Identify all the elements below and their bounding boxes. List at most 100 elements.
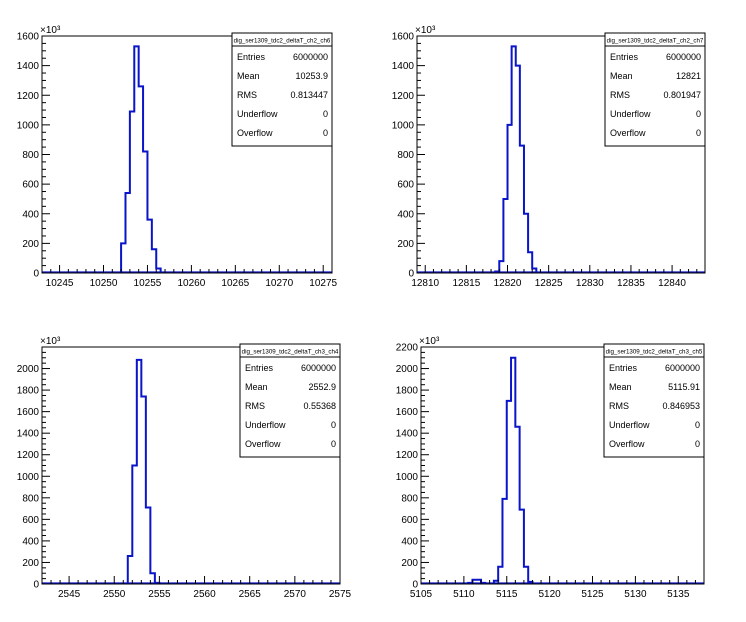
x-tick-label: 12820	[494, 278, 522, 289]
y-tick-label: 800	[397, 150, 414, 161]
x-tick-label: 10245	[46, 278, 74, 289]
y-tick-label: 0	[412, 580, 418, 591]
y-tick-label: 200	[397, 239, 414, 250]
x-tick-label: 5135	[667, 589, 690, 600]
histogram-line	[115, 45, 162, 274]
stats-row-label: Mean	[237, 71, 260, 81]
histogram-line	[494, 45, 538, 273]
y-exponent-label: ×10³	[40, 25, 61, 36]
stats-row-label: RMS	[237, 90, 257, 100]
x-tick-label: 2575	[329, 589, 352, 600]
stats-box-title: dig_ser1309_tdc2_deltaT_ch3_ch4	[242, 349, 339, 356]
stats-row-value: 0	[331, 439, 336, 449]
y-tick-label: 600	[22, 515, 39, 526]
x-tick-label: 2550	[103, 589, 126, 600]
stats-row-value: 0.846953	[662, 401, 700, 411]
stats-row-label: Entries	[237, 52, 266, 62]
y-tick-label: 400	[397, 209, 414, 220]
histogram-line	[126, 358, 161, 584]
x-tick-label: 5125	[581, 589, 604, 600]
stats-row-value: 0	[696, 128, 701, 138]
histogram-panel-4: 0 200 400 600 800 1000 1200 1400 1600 1800 2000 220…	[396, 336, 705, 600]
stats-row-value: 6000000	[293, 52, 328, 62]
x-tick-label: 12825	[535, 278, 563, 289]
stats-row-value: 6000000	[301, 363, 336, 373]
y-tick-label: 400	[401, 536, 418, 547]
y-tick-label: 0	[33, 580, 39, 591]
stats-row-value: 6000000	[666, 52, 701, 62]
stats-box-frame	[231, 32, 333, 147]
histogram-line	[467, 356, 534, 585]
stats-row-label: Mean	[245, 382, 268, 392]
stats-row-value: 2552.9	[308, 382, 336, 392]
y-exponent-label: ×10³	[415, 25, 436, 36]
stats-row-label: Mean	[609, 382, 632, 392]
y-tick-label: 1400	[392, 61, 415, 72]
stats-row-value: 5115.91	[668, 382, 700, 392]
stats-row-value: 0.801947	[663, 90, 701, 100]
x-tick-label: 5115	[496, 589, 518, 600]
stats-box-frame	[604, 32, 706, 147]
y-tick-label: 600	[397, 180, 414, 191]
x-tick-label: 12810	[411, 278, 439, 289]
y-tick-label: 1400	[17, 61, 40, 72]
stats-row-label: RMS	[609, 401, 629, 411]
stats-row-label: Entries	[610, 52, 639, 62]
y-tick-label: 1800	[17, 386, 40, 397]
y-tick-label: 600	[401, 515, 418, 526]
stats-row-label: RMS	[245, 401, 265, 411]
y-tick-label: 1000	[17, 472, 40, 483]
y-tick-label: 600	[22, 180, 39, 191]
x-tick-label: 2570	[284, 589, 307, 600]
x-tick-label: 10270	[265, 278, 293, 289]
y-tick-label: 1400	[17, 429, 40, 440]
stats-row-label: Overflow	[245, 439, 281, 449]
y-tick-label: 1200	[17, 450, 40, 461]
stats-row-value: 0	[696, 109, 701, 119]
stats-row-value: 12821	[676, 71, 701, 81]
stats-box: dig_ser1309_tdc2_deltaT_ch3_ch5 Entries 60…	[603, 343, 705, 458]
y-tick-label: 1600	[396, 407, 419, 418]
x-tick-label: 2565	[239, 589, 262, 600]
histogram-panel-3: 0 200 400 600 800 1000 1200 1400 1600 1800 2000 254…	[17, 336, 352, 600]
y-tick-label: 0	[408, 269, 414, 280]
x-tick-label: 10260	[177, 278, 205, 289]
x-tick-label: 12835	[617, 278, 645, 289]
stats-row-label: Underflow	[610, 109, 651, 119]
stats-box-title: dig_ser1309_tdc2_deltaT_ch2_ch6	[234, 38, 331, 45]
y-tick-label: 1000	[396, 472, 419, 483]
y-tick-label: 1600	[17, 407, 40, 418]
y-tick-label: 1200	[17, 91, 40, 102]
stats-box-frame	[603, 343, 705, 458]
x-tick-label: 2560	[193, 589, 216, 600]
stats-row-label: Entries	[609, 363, 638, 373]
x-tick-label: 10275	[309, 278, 337, 289]
stats-box: dig_ser1309_tdc2_deltaT_ch2_ch6 Entries 60…	[231, 32, 333, 147]
stats-row-label: Overflow	[609, 439, 645, 449]
y-tick-label: 800	[401, 493, 418, 504]
x-tick-label: 2555	[148, 589, 171, 600]
stats-box: dig_ser1309_tdc2_deltaT_ch3_ch4 Entries 60…	[239, 343, 341, 458]
stats-box: dig_ser1309_tdc2_deltaT_ch2_ch7 Entries 60…	[604, 32, 706, 147]
y-tick-label: 200	[22, 239, 39, 250]
y-tick-label: 200	[401, 558, 418, 569]
y-exponent-label: ×10³	[419, 336, 440, 347]
y-tick-label: 1000	[17, 120, 40, 131]
y-tick-label: 2000	[396, 364, 419, 375]
stats-row-label: Mean	[610, 71, 633, 81]
stats-row-value: 10253.9	[295, 71, 328, 81]
x-tick-label: 12840	[658, 278, 686, 289]
y-tick-label: 1800	[396, 386, 419, 397]
stats-row-label: Overflow	[237, 128, 273, 138]
y-tick-label: 400	[22, 536, 39, 547]
y-tick-label: 400	[22, 209, 39, 220]
y-tick-label: 200	[22, 558, 39, 569]
stats-row-value: 0	[323, 128, 328, 138]
histogram-panel-2: 0 200 400 600 800 1000 1200 1400 1600 12810 12815 1…	[392, 25, 706, 289]
y-tick-label: 800	[22, 493, 39, 504]
stats-row-value: 0.55368	[303, 401, 336, 411]
stats-row-value: 0.813447	[290, 90, 328, 100]
y-tick-label: 0	[33, 269, 39, 280]
x-tick-label: 2545	[58, 589, 81, 600]
